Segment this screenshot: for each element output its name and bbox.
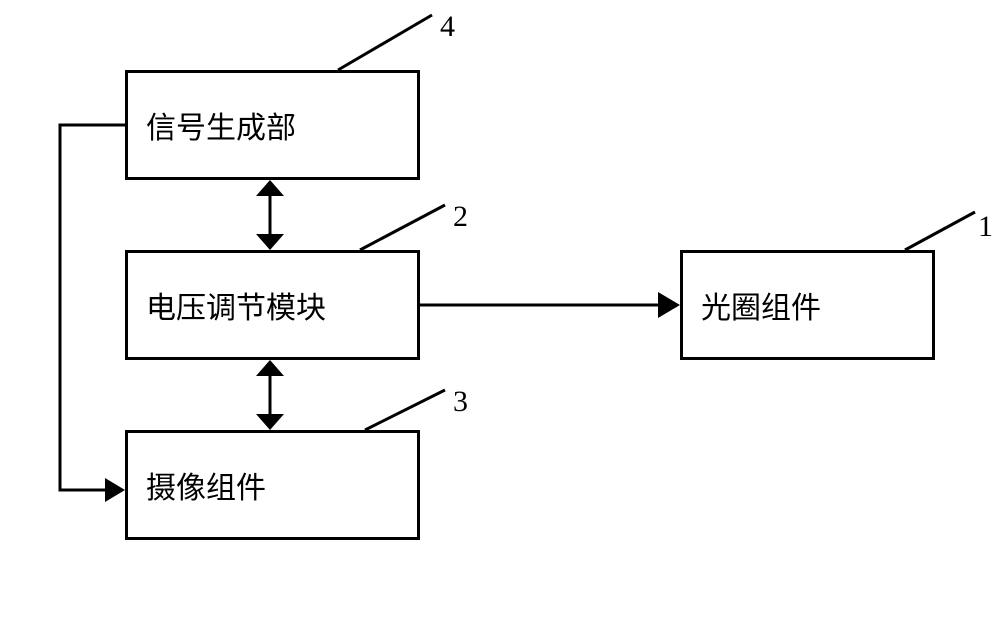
- node-number-n4: 4: [440, 10, 455, 44]
- node-n2: 电压调节模块: [125, 250, 420, 360]
- node-label: 电压调节模块: [146, 283, 326, 327]
- node-label: 光圈组件: [701, 283, 821, 327]
- node-n1: 光圈组件: [680, 250, 935, 360]
- node-number-n3: 3: [453, 385, 468, 419]
- node-number-n1: 1: [978, 210, 993, 244]
- node-number-n2: 2: [453, 200, 468, 234]
- diagram-canvas: 信号生成部 4 电压调节模块 2 摄像组件 3 光圈组件 1: [0, 0, 1000, 621]
- node-n3: 摄像组件: [125, 430, 420, 540]
- node-n4: 信号生成部: [125, 70, 420, 180]
- node-label: 信号生成部: [146, 103, 296, 147]
- node-label: 摄像组件: [146, 463, 266, 507]
